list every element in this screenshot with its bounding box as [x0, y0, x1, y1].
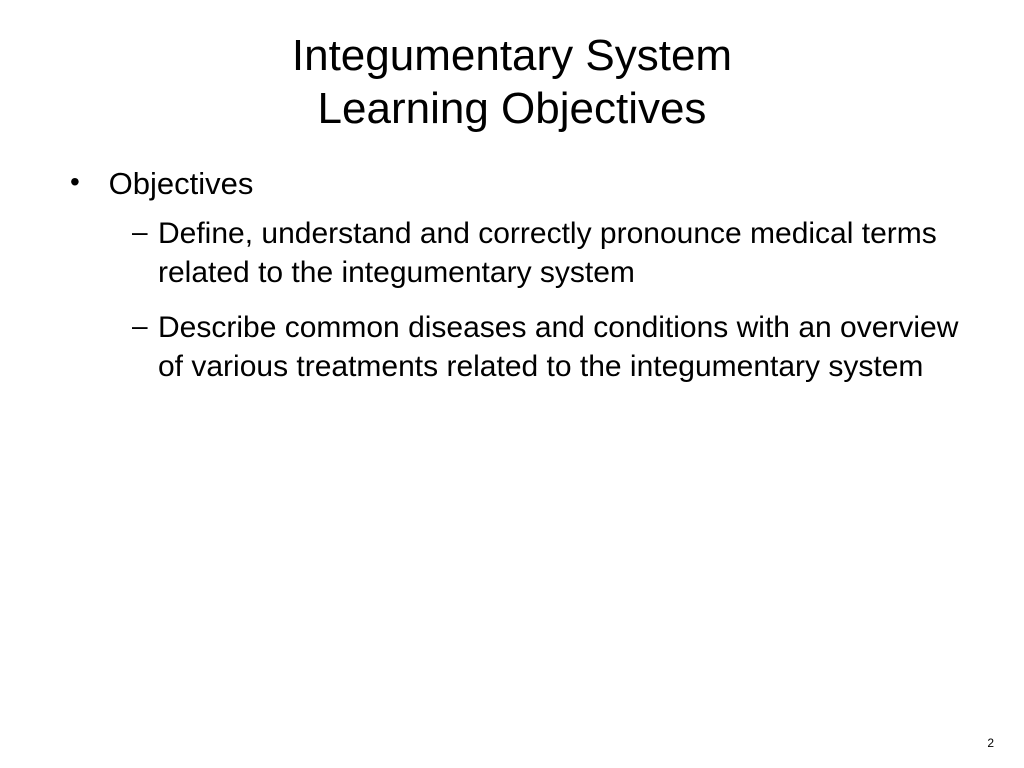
page-number: 2 [987, 736, 994, 750]
bullet-level2-text: Define, understand and correctly pronoun… [158, 214, 964, 292]
slide-content: Objectives – Define, understand and corr… [60, 166, 964, 386]
title-line-2: Learning Objectives [318, 84, 707, 133]
slide-container: Integumentary System Learning Objectives… [0, 0, 1024, 768]
bullet-level1-text: Objectives [109, 166, 254, 202]
bullet-level1: Objectives [70, 166, 964, 202]
bullet-level2-list: – Define, understand and correctly prono… [70, 214, 964, 386]
dash-icon: – [132, 308, 158, 386]
title-line-1: Integumentary System [292, 31, 732, 80]
dash-icon: – [132, 214, 158, 292]
bullet-level2-item: – Describe common diseases and condition… [132, 308, 964, 386]
slide-title: Integumentary System Learning Objectives [60, 30, 964, 136]
bullet-level2-item: – Define, understand and correctly prono… [132, 214, 964, 292]
bullet-level2-text: Describe common diseases and conditions … [158, 308, 964, 386]
